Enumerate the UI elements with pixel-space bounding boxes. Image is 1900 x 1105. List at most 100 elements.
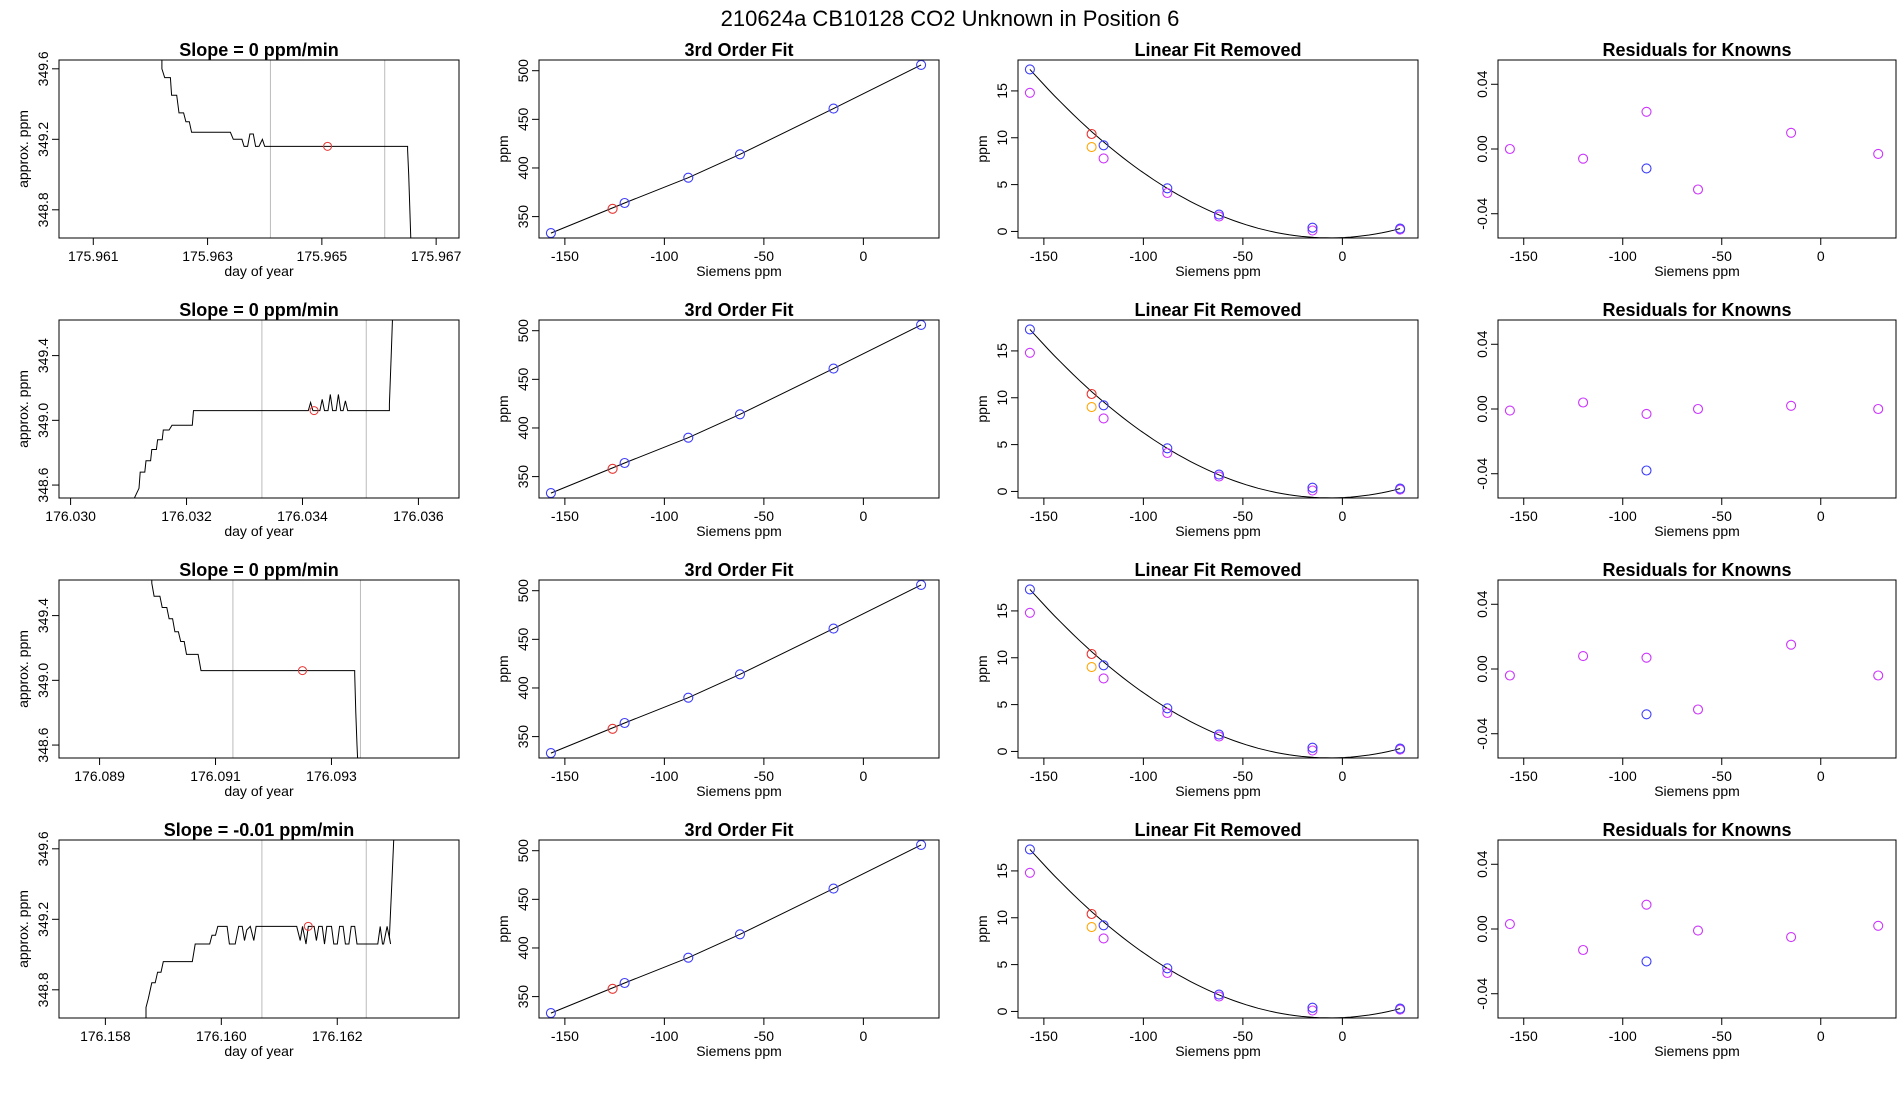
data-point	[683, 692, 694, 703]
y-tick-label: 15	[994, 83, 1010, 99]
y-tick-label: 350	[515, 205, 531, 229]
data-point	[1098, 660, 1109, 671]
y-tick-label: 0.04	[1474, 590, 1490, 617]
panel-title: 3rd Order Fit	[684, 820, 793, 840]
y-tick-label: 0.04	[1474, 850, 1490, 877]
y-tick-label: 349.4	[35, 598, 51, 633]
data-point	[1504, 143, 1515, 155]
data-point	[828, 623, 839, 634]
data-point	[1024, 324, 1035, 335]
y-tick-label: 5	[994, 700, 1010, 708]
y-axis-label: ppm	[495, 915, 511, 942]
fit-curve	[550, 324, 922, 494]
plot-frame	[538, 59, 940, 239]
y-axis-label: ppm	[974, 395, 990, 422]
x-tick-label: -100	[1129, 1028, 1157, 1044]
y-tick-label: 0	[994, 747, 1010, 755]
data-point	[1578, 944, 1589, 956]
data-point	[1786, 639, 1797, 650]
panel-r2-time-series: Slope = 0 ppm/min 176.030 176.032 176.034 17…	[15, 300, 460, 539]
plot-frame	[1017, 839, 1419, 1019]
plot-frame	[58, 839, 460, 1019]
y-tick-label: 500	[515, 59, 531, 83]
panel-title: Linear Fit Removed	[1134, 820, 1301, 840]
plot-frame	[538, 839, 940, 1019]
x-tick-label: -150	[551, 508, 579, 524]
data-point	[607, 723, 618, 734]
x-tick-label: 0	[1817, 508, 1825, 524]
x-tick-label: -150	[551, 248, 579, 264]
panel-r1-time-series: Slope = 0 ppm/min 175.961 175.963 175.965 17…	[15, 40, 462, 279]
x-tick-label: 0	[1817, 248, 1825, 264]
data-point	[1641, 956, 1652, 967]
marker-point	[323, 141, 333, 151]
data-point	[1786, 932, 1797, 943]
x-tick-label: -100	[1609, 1028, 1637, 1044]
plot-area	[545, 320, 927, 498]
data-point	[1024, 867, 1035, 878]
plot-area	[161, 60, 412, 238]
x-tick-label: 0	[1817, 768, 1825, 784]
data-point	[1024, 347, 1035, 358]
fit-curve	[550, 584, 922, 754]
y-tick-label: 349.0	[35, 403, 51, 438]
y-tick-label: 10	[994, 650, 1010, 666]
x-tick-label: -50	[1233, 1028, 1253, 1044]
y-tick-label: -0.04	[1474, 978, 1490, 1010]
fit-curve	[550, 64, 922, 234]
y-tick-label: 349.0	[35, 663, 51, 698]
marker-point	[309, 406, 319, 416]
x-tick-label: 176.158	[80, 1028, 131, 1044]
y-tick-label: 0	[994, 487, 1010, 495]
y-tick-label: 0	[994, 1007, 1010, 1015]
plot-area	[1504, 899, 1884, 967]
x-tick-label: -150	[551, 1028, 579, 1044]
data-point	[1786, 127, 1797, 138]
panel-title: Residuals for Knowns	[1602, 40, 1791, 60]
data-point	[1307, 482, 1318, 493]
x-axis-label: Siemens ppm	[1175, 523, 1261, 539]
x-tick-label: -50	[1233, 248, 1253, 264]
data-point	[1873, 148, 1884, 159]
x-tick-label: -100	[1129, 508, 1157, 524]
data-point	[1024, 607, 1035, 618]
y-tick-label: 10	[994, 130, 1010, 146]
panel-title: Slope = -0.01 ppm/min	[164, 820, 355, 840]
data-point	[1692, 925, 1704, 936]
data-point	[1641, 408, 1652, 419]
panel-title: Slope = 0 ppm/min	[179, 560, 339, 580]
y-tick-label: 348.8	[35, 972, 51, 1007]
y-axis-label: approx. ppm	[15, 370, 31, 448]
panel-r4-time-series: Slope = -0.01 ppm/min 176.158 176.160 176.1…	[15, 820, 460, 1059]
y-tick-label: 10	[994, 390, 1010, 406]
x-tick-label: -150	[1510, 508, 1538, 524]
x-tick-label: -100	[1609, 248, 1637, 264]
data-point	[1086, 648, 1097, 660]
x-tick-label: -150	[1510, 768, 1538, 784]
data-point	[1641, 106, 1652, 117]
x-tick-label: 176.032	[161, 508, 212, 524]
data-point	[1307, 225, 1318, 236]
data-point	[1024, 584, 1035, 595]
data-point	[828, 103, 839, 114]
y-tick-label: 15	[994, 343, 1010, 359]
data-point	[1162, 963, 1173, 974]
data-point	[1098, 153, 1109, 164]
panel-r1-fit: 3rd Order Fit -150 -100 -50 0 350 400 450 500 Sie…	[495, 40, 940, 279]
data-point	[607, 463, 618, 474]
y-tick-label: 5	[994, 440, 1010, 448]
x-tick-label: -150	[1510, 1028, 1538, 1044]
page-title: 210624a CB10128 CO2 Unknown in Position …	[721, 6, 1180, 31]
data-point	[1213, 989, 1225, 1000]
x-tick-label: -50	[1712, 768, 1732, 784]
x-tick-label: 0	[1338, 1028, 1346, 1044]
x-tick-label: -150	[551, 768, 579, 784]
data-point	[1162, 703, 1173, 714]
data-point	[1213, 209, 1225, 220]
data-point	[619, 457, 630, 469]
x-tick-label: -50	[1712, 1028, 1732, 1044]
y-axis-label: approx. ppm	[15, 630, 31, 708]
plot-frame	[538, 579, 940, 759]
fit-curve	[550, 844, 922, 1014]
